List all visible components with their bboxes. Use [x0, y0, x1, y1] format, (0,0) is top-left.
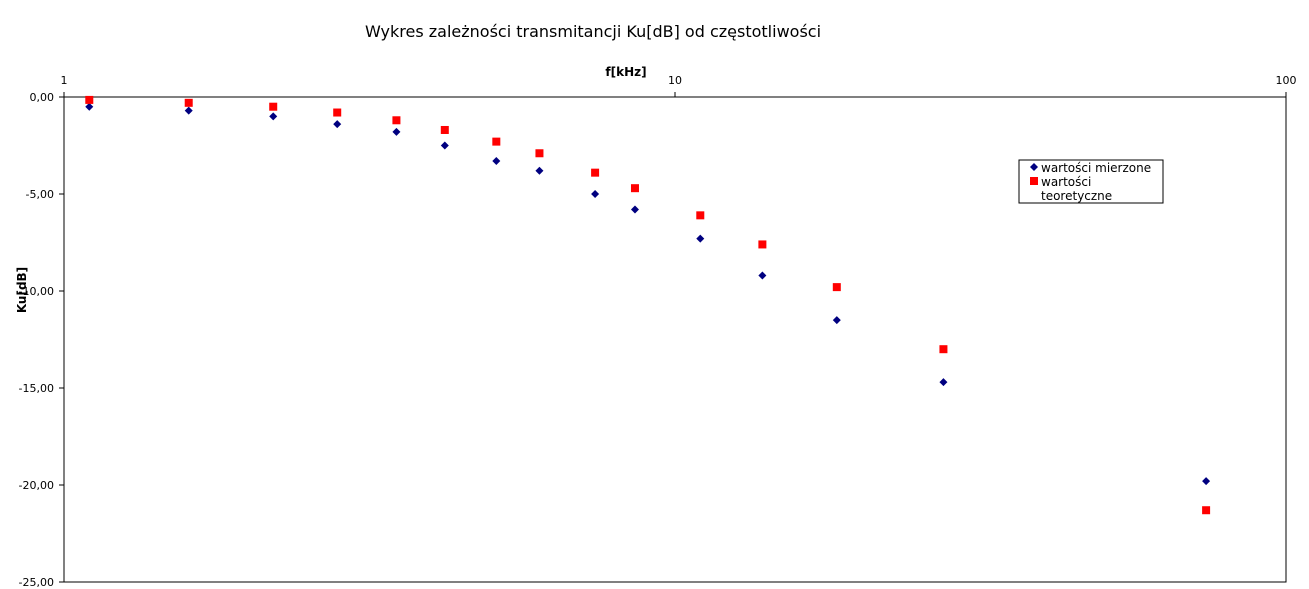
data-point-theoretical: [832, 283, 841, 292]
data-point-measured: [85, 102, 94, 111]
data-point-theoretical: [630, 184, 639, 193]
data-point-measured: [333, 120, 342, 129]
x-tick-label: 1: [61, 74, 68, 87]
x-axis-title: f[kHz]: [605, 65, 646, 79]
y-tick-label: -10,00: [19, 285, 54, 298]
data-point-theoretical: [333, 108, 342, 117]
data-point-measured: [696, 234, 705, 243]
x-tick-label: 10: [668, 74, 682, 87]
data-point-theoretical: [269, 102, 278, 111]
data-point-measured: [1202, 477, 1211, 486]
data-point-measured: [392, 127, 401, 136]
data-point-measured: [492, 157, 501, 166]
legend-label-theoretical-line2: teoretyczne: [1041, 189, 1112, 203]
data-points: [85, 95, 1211, 515]
data-point-theoretical: [758, 240, 767, 249]
data-point-measured: [591, 190, 600, 198]
legend-box: [1018, 159, 1164, 204]
data-point-measured: [758, 271, 767, 280]
data-point-measured: [184, 106, 193, 115]
chart-title: Wykres zależności transmitancji Ku[dB] o…: [365, 22, 821, 41]
x-tick-label: 100: [1276, 74, 1297, 87]
legend-label-measured: wartości mierzone: [1041, 161, 1151, 175]
y-tick-label: -15,00: [19, 382, 54, 395]
y-tick-label: -5,00: [26, 188, 54, 201]
legend-marker-theoretical: [1030, 177, 1038, 185]
axis-ticks: 0,00 -5,00 -10,00 -15,00 -20,00 -25,00 1 10 100: [19, 74, 1297, 589]
data-point-theoretical: [696, 211, 705, 220]
y-tick-label: -25,00: [19, 576, 54, 589]
y-tick-label: 0,00: [30, 91, 55, 104]
data-point-theoretical: [1202, 506, 1211, 515]
data-point-measured: [535, 166, 544, 175]
legend-label-theoretical-line1: wartości: [1041, 175, 1091, 189]
data-point-measured: [269, 112, 278, 121]
data-point-measured: [939, 378, 948, 387]
data-point-theoretical: [939, 345, 948, 354]
data-point-theoretical: [492, 137, 501, 146]
data-point-theoretical: [392, 116, 401, 125]
data-point-theoretical: [440, 125, 449, 134]
legend-marker-measured: [1030, 163, 1038, 171]
data-point-measured: [440, 141, 449, 150]
data-point-theoretical: [85, 95, 94, 104]
data-point-theoretical: [184, 98, 193, 107]
legend-label-theoretical: wartości teoretyczne: [1041, 175, 1112, 203]
legend: wartości mierzone wartości teoretyczne: [1018, 159, 1164, 204]
data-point-measured: [832, 316, 841, 325]
y-tick-label: -20,00: [19, 479, 54, 492]
data-point-theoretical: [535, 149, 544, 158]
data-point-theoretical: [591, 168, 600, 177]
data-point-measured: [630, 205, 639, 214]
y-axis-title: Ku[dB]: [15, 267, 29, 313]
